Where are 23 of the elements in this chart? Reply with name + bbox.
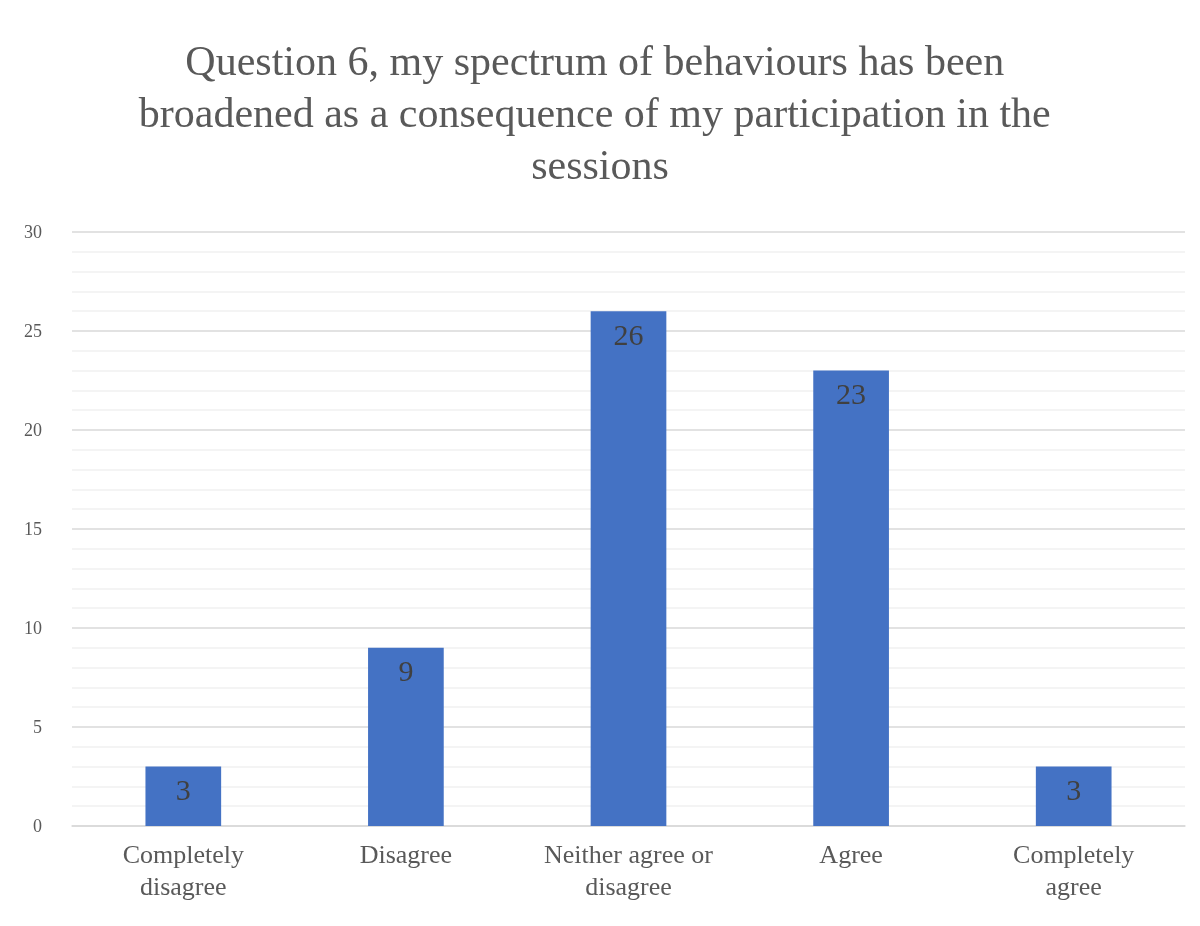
data-label: 3 (175, 773, 191, 807)
bar (590, 311, 667, 826)
data-label: 26 (613, 317, 644, 351)
y-tick-label: 25 (24, 321, 42, 341)
x-tick-label: Completely disagree (122, 839, 244, 901)
x-tick-label: Agree (819, 839, 883, 869)
y-tick-label: 0 (33, 816, 42, 836)
y-tick-label: 10 (24, 618, 42, 638)
bar (813, 370, 889, 826)
bar (1035, 766, 1112, 826)
data-label: 23 (836, 377, 867, 411)
bar (368, 647, 444, 826)
bar (145, 766, 222, 826)
y-tick-label: 5 (33, 717, 42, 737)
x-tick-label: Disagree (359, 839, 453, 869)
y-tick-label: 20 (24, 420, 42, 440)
data-label: 9 (398, 654, 414, 688)
x-tick-label: Neither agree or disagree (544, 839, 714, 901)
y-tick-label: 15 (24, 519, 42, 539)
data-label: 3 (1066, 773, 1082, 807)
chart-title: Question 6, my spectrum of behaviours has been broadened as a consequence of my participation in the sessions (138, 38, 1062, 188)
x-tick-label: Completely agree (1013, 839, 1135, 901)
y-tick-label: 30 (24, 222, 42, 242)
